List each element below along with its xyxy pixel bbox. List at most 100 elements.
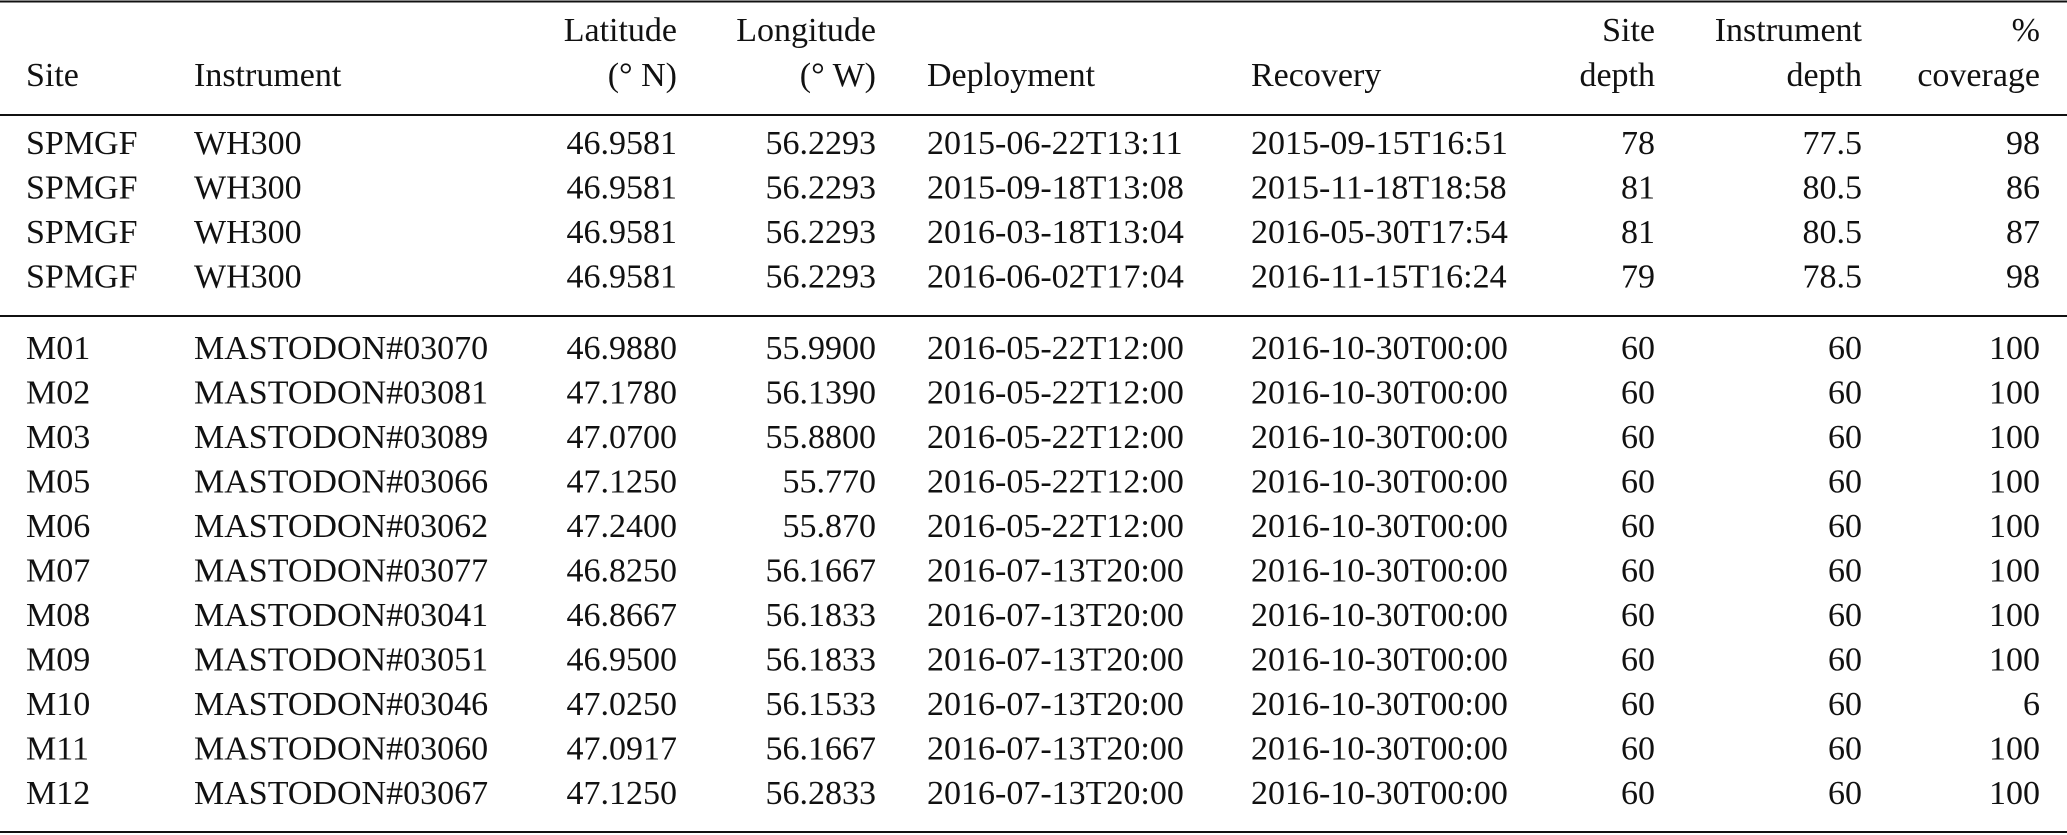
table-cell: M11 (26, 730, 89, 767)
table-cell: 100 (1989, 641, 2040, 678)
table-cell: 80.5 (1803, 169, 1863, 206)
column-header: Recovery (1251, 57, 1381, 94)
table-cell: MASTODON#03081 (194, 374, 488, 411)
table-cell: 2016-10-30T00:00 (1251, 597, 1508, 634)
table-cell: SPMGF (26, 214, 138, 251)
table-cell: 47.1780 (567, 374, 678, 411)
table-cell: MASTODON#03066 (194, 463, 488, 500)
table-cell: 60 (1621, 552, 1655, 589)
table-cell: MASTODON#03062 (194, 508, 488, 545)
column-header: Site (26, 57, 79, 94)
table-cell: 60 (1828, 552, 1862, 589)
table-cell: 60 (1621, 641, 1655, 678)
table-cell: 100 (1989, 419, 2040, 456)
table-cell: 47.2400 (567, 508, 678, 545)
table-cell: 47.0250 (567, 686, 678, 723)
table-cell: 78.5 (1803, 258, 1863, 295)
table-cell: 55.9900 (766, 330, 877, 367)
table-cell: 2016-10-30T00:00 (1251, 686, 1508, 723)
table-cell: 60 (1621, 730, 1655, 767)
table-cell: 60 (1621, 374, 1655, 411)
table-cell: 2016-10-30T00:00 (1251, 641, 1508, 678)
table-cell: 78 (1621, 125, 1655, 162)
table-cell: 60 (1621, 597, 1655, 634)
table-cell: 100 (1989, 552, 2040, 589)
table-cell: 47.1250 (567, 775, 678, 812)
table-cell: 2016-10-30T00:00 (1251, 730, 1508, 767)
table-cell: 6 (2023, 686, 2040, 723)
table-cell: 2016-07-13T20:00 (927, 686, 1184, 723)
table-cell: M09 (26, 641, 90, 678)
table-cell: 46.9581 (567, 125, 678, 162)
table-cell: SPMGF (26, 125, 138, 162)
table-cell: MASTODON#03067 (194, 775, 488, 812)
table-cell: 55.770 (783, 463, 877, 500)
table-cell: 77.5 (1803, 125, 1863, 162)
table-cell: MASTODON#03089 (194, 419, 488, 456)
table-cell: MASTODON#03046 (194, 686, 488, 723)
table-cell: 60 (1828, 330, 1862, 367)
table-cell: 2016-07-13T20:00 (927, 641, 1184, 678)
table-cell: 2016-05-22T12:00 (927, 419, 1184, 456)
table-cell: M12 (26, 775, 90, 812)
table-cell: 46.9581 (567, 258, 678, 295)
table-cell: 98 (2006, 125, 2040, 162)
table-cell: 100 (1989, 374, 2040, 411)
table-cell: 56.1667 (766, 730, 877, 767)
table-cell: 2016-06-02T17:04 (927, 258, 1184, 295)
table-cell: 60 (1828, 419, 1862, 456)
table-cell: 56.1390 (766, 374, 877, 411)
table-cell: WH300 (194, 258, 302, 295)
table-cell: 2016-10-30T00:00 (1251, 463, 1508, 500)
table-cell: MASTODON#03070 (194, 330, 488, 367)
table-cell: 60 (1828, 597, 1862, 634)
table-cell: M05 (26, 463, 90, 500)
table-cell: 100 (1989, 508, 2040, 545)
table-cell: 2015-09-18T13:08 (927, 169, 1184, 206)
table-cell: 47.0917 (567, 730, 678, 767)
table-cell: 79 (1621, 258, 1655, 295)
table-cell: 60 (1621, 330, 1655, 367)
table-cell: 60 (1828, 730, 1862, 767)
table-cell: 46.8250 (567, 552, 678, 589)
table-cell: 60 (1828, 508, 1862, 545)
table-cell: 56.1533 (766, 686, 877, 723)
table-cell: 2016-11-15T16:24 (1251, 258, 1507, 295)
column-header: depth (1786, 57, 1862, 94)
table-cell: 2016-07-13T20:00 (927, 597, 1184, 634)
table-cell: 46.9581 (567, 169, 678, 206)
table-cell: MASTODON#03051 (194, 641, 488, 678)
table-cell: MASTODON#03060 (194, 730, 488, 767)
table-cell: WH300 (194, 214, 302, 251)
table-cell: 47.0700 (567, 419, 678, 456)
table-cell: M10 (26, 686, 90, 723)
table-cell: 80.5 (1803, 214, 1863, 251)
column-header: Site (1602, 12, 1655, 49)
table-cell: 60 (1621, 686, 1655, 723)
table-cell: 2016-07-13T20:00 (927, 730, 1184, 767)
table-cell: M01 (26, 330, 90, 367)
table-cell: MASTODON#03041 (194, 597, 488, 634)
table-cell: 56.2293 (766, 125, 877, 162)
table-cell: 100 (1989, 775, 2040, 812)
table-cell: 56.2293 (766, 169, 877, 206)
table-cell: 56.2833 (766, 775, 877, 812)
table-cell: 60 (1621, 508, 1655, 545)
table-cell: 2016-05-22T12:00 (927, 374, 1184, 411)
table-cell: 55.870 (783, 508, 877, 545)
column-header: Instrument (1715, 12, 1863, 49)
table-cell: 46.9581 (567, 214, 678, 251)
table-cell: 98 (2006, 258, 2040, 295)
table-cell: 81 (1621, 169, 1655, 206)
table-cell: 100 (1989, 730, 2040, 767)
table-cell: 2016-07-13T20:00 (927, 552, 1184, 589)
table-cell: M06 (26, 508, 90, 545)
table-cell: 60 (1621, 419, 1655, 456)
column-header: depth (1579, 57, 1655, 94)
table-cell: 2016-10-30T00:00 (1251, 374, 1508, 411)
table-cell: 60 (1621, 463, 1655, 500)
table-cell: 46.9500 (567, 641, 678, 678)
table-cell: 100 (1989, 597, 2040, 634)
table-cell: 56.1833 (766, 597, 877, 634)
